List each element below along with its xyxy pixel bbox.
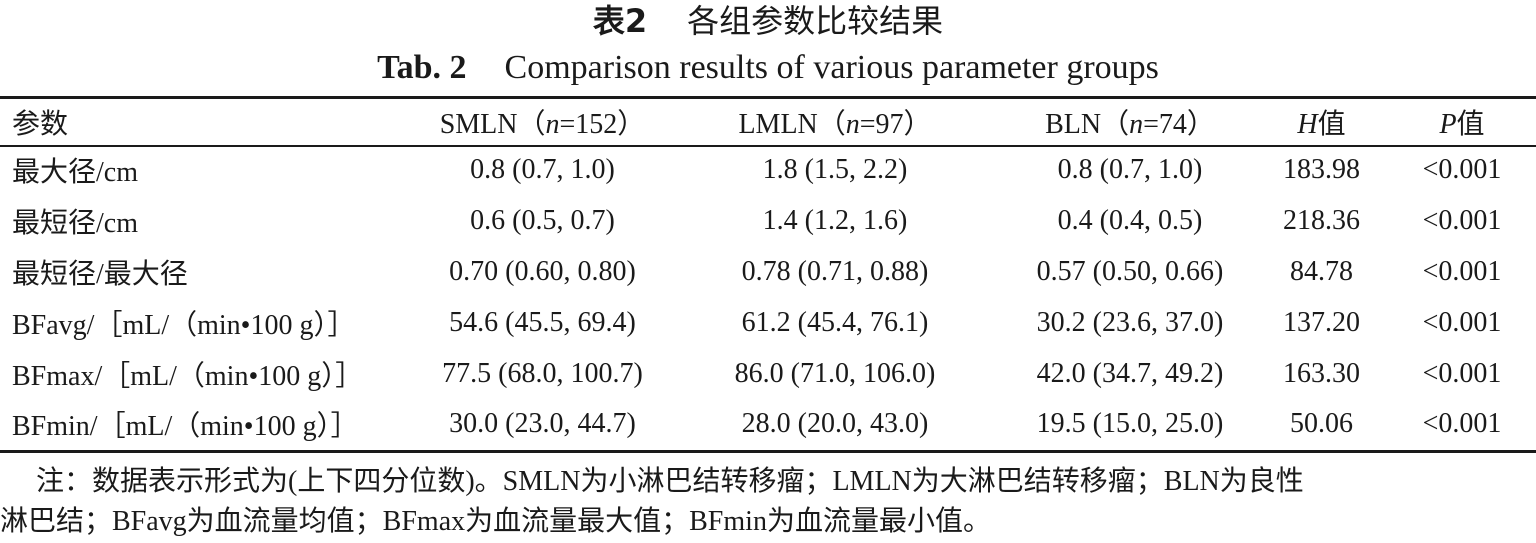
cell-lmln: 0.78 (0.71, 0.88)	[741, 255, 929, 287]
comparison-table: 参数 SMLN（n=152） LMLN（n=97） BLN（n=74） H值 P…	[0, 99, 1536, 450]
cell-lmln: 28.0 (20.0, 43.0)	[741, 408, 929, 440]
cell-h: 183.98	[1283, 154, 1360, 186]
table-number-en: Tab. 2	[377, 49, 467, 86]
table-top-rule	[0, 96, 1536, 99]
table-title-cn: 各组参数比较结果	[687, 2, 944, 40]
cell-smln: 77.5 (68.0, 100.7)	[442, 357, 643, 389]
table-bottom-rule	[0, 450, 1536, 453]
cell-h: 163.30	[1283, 357, 1360, 389]
cell-p: <0.001	[1422, 408, 1502, 440]
table-row: BFavg/［mL/（min•100 g）］ 54.6 (45.5, 69.4)…	[0, 297, 1536, 348]
cell-h: 84.78	[1290, 255, 1353, 287]
table-caption-english: Tab. 2 Comparison results of various para…	[0, 46, 1536, 90]
cell-bln: 0.4 (0.4, 0.5)	[1057, 205, 1203, 237]
table-row: 最短径/cm 0.6 (0.5, 0.7) 1.4 (1.2, 1.6) 0.4…	[0, 196, 1536, 247]
header-h-value: H值	[1297, 107, 1346, 140]
row-param: BFmin/［mL/（min•100 g）］	[12, 411, 359, 443]
row-param: 最短径/最大径	[12, 258, 188, 290]
row-param: 最大径/cm	[12, 157, 138, 189]
row-param: 最短径/cm	[12, 208, 138, 240]
cell-h: 218.36	[1283, 205, 1360, 237]
table-title-en: Comparison results of various parameter …	[504, 49, 1159, 86]
cell-lmln: 61.2 (45.4, 76.1)	[741, 306, 929, 338]
row-param: BFavg/［mL/（min•100 g）］	[12, 309, 356, 341]
header-smln: SMLN（n=152）	[439, 109, 646, 140]
table-row: 最短径/最大径 0.70 (0.60, 0.80) 0.78 (0.71, 0.…	[0, 247, 1536, 298]
footnote-line-2: 淋巴结；BFavg为血流量均值；BFmax为血流量最大值；BFmin为血流量最小…	[0, 506, 991, 537]
footnote-line-1: 注：数据表示形式为(上下四分位数)。SMLN为小淋巴结转移瘤；LMLN为大淋巴结…	[36, 466, 1304, 497]
cell-h: 137.20	[1283, 306, 1360, 338]
header-param: 参数	[12, 107, 69, 140]
table-caption-chinese: 表2 各组参数比较结果	[0, 0, 1536, 42]
cell-bln: 19.5 (15.0, 25.0)	[1036, 408, 1224, 440]
cell-smln: 0.70 (0.60, 0.80)	[449, 255, 636, 287]
cell-bln: 42.0 (34.7, 49.2)	[1036, 357, 1224, 389]
header-p-value: P值	[1439, 107, 1485, 140]
cell-h: 50.06	[1290, 408, 1353, 440]
cell-bln: 30.2 (23.6, 37.0)	[1036, 306, 1224, 338]
header-bln: BLN（n=74）	[1045, 109, 1215, 140]
header-lmln: LMLN（n=97）	[738, 109, 932, 140]
table-number-cn: 表2	[592, 2, 648, 40]
cell-smln: 0.6 (0.5, 0.7)	[470, 205, 615, 237]
table-header-row: 参数 SMLN（n=152） LMLN（n=97） BLN（n=74） H值 P…	[0, 99, 1536, 145]
cell-lmln: 1.8 (1.5, 2.2)	[762, 154, 908, 186]
cell-smln: 0.8 (0.7, 1.0)	[470, 154, 615, 186]
cell-smln: 30.0 (23.0, 44.7)	[449, 408, 636, 440]
cell-p: <0.001	[1422, 255, 1502, 287]
table-row: BFmax/［mL/（min•100 g）］ 77.5 (68.0, 100.7…	[0, 348, 1536, 399]
cell-lmln: 86.0 (71.0, 106.0)	[734, 357, 936, 389]
cell-bln: 0.8 (0.7, 1.0)	[1057, 154, 1203, 186]
cell-p: <0.001	[1422, 357, 1502, 389]
table-row: BFmin/［mL/（min•100 g）］ 30.0 (23.0, 44.7)…	[0, 399, 1536, 450]
table-header-rule	[0, 145, 1536, 147]
table-footnote: 注：数据表示形式为(上下四分位数)。SMLN为小淋巴结转移瘤；LMLN为大淋巴结…	[0, 462, 1536, 542]
cell-p: <0.001	[1422, 154, 1502, 186]
cell-p: <0.001	[1422, 205, 1502, 237]
cell-lmln: 1.4 (1.2, 1.6)	[762, 205, 908, 237]
table-row: 最大径/cm 0.8 (0.7, 1.0) 1.8 (1.5, 2.2) 0.8…	[0, 145, 1536, 196]
cell-bln: 0.57 (0.50, 0.66)	[1036, 255, 1224, 287]
cell-smln: 54.6 (45.5, 69.4)	[449, 306, 636, 338]
row-param: BFmax/［mL/（min•100 g）］	[12, 360, 364, 392]
cell-p: <0.001	[1422, 306, 1502, 338]
